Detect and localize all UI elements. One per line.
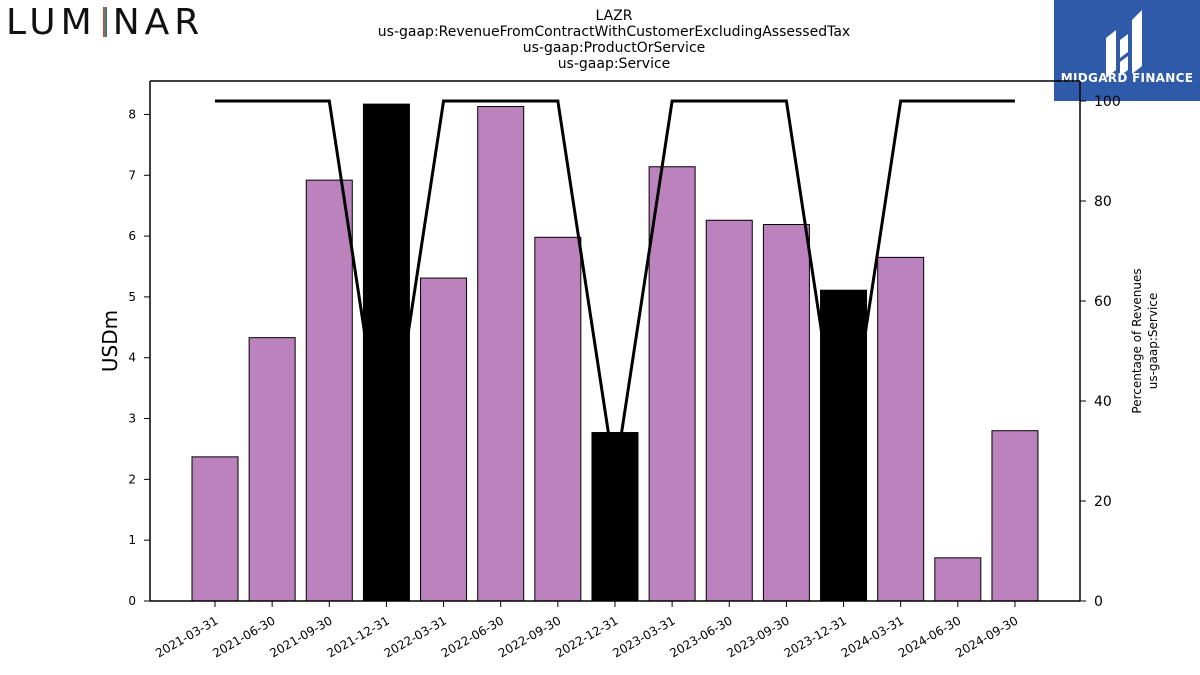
y-tick-label: 1 (128, 533, 136, 547)
x-tick-label: 2021-03-31 (153, 613, 220, 660)
x-tick-label: 2023-12-31 (782, 613, 849, 660)
y2-tick-label: 20 (1094, 494, 1112, 510)
y-tick-label: 4 (128, 351, 136, 365)
y2-tick-label: 0 (1094, 594, 1103, 610)
y-tick-label: 0 (128, 594, 136, 608)
y-tick-label: 3 (128, 412, 136, 426)
luminar-logo-text: LUM NAR (6, 2, 205, 43)
bar (420, 277, 468, 602)
bar (820, 289, 868, 602)
y-tick-label: 8 (128, 107, 136, 121)
y-tick-label: 2 (128, 472, 136, 486)
x-tick-label: 2024-03-31 (839, 613, 906, 660)
chart-title-line: us-gaap:Service (558, 56, 671, 72)
chart-title-line: us-gaap:ProductOrService (523, 40, 706, 56)
bar (877, 256, 925, 602)
percent-series-line (215, 99, 1015, 477)
bar (191, 456, 239, 602)
x-tick-label: 2022-12-31 (553, 613, 620, 660)
y2-axis-label-line: Percentage of Revenues (1130, 268, 1144, 413)
bar (705, 219, 753, 602)
bar (991, 430, 1039, 602)
y2-tick-label: 40 (1094, 394, 1112, 410)
midgard-finance-label: MIDGARD FINANCE (1060, 71, 1194, 85)
x-tick-label: 2023-03-31 (610, 613, 677, 660)
x-tick-label: 2024-06-30 (896, 613, 963, 660)
y2-tick-label: 60 (1094, 294, 1112, 310)
y-tick-label: 7 (128, 168, 136, 182)
y2-axis-label-line: us-gaap:Service (1146, 293, 1160, 390)
midgard-logo-icon (1106, 10, 1142, 78)
x-tick-label: 2024-09-30 (953, 613, 1020, 660)
bar (534, 236, 582, 602)
y2-tick-label: 80 (1094, 194, 1112, 210)
bar (248, 337, 296, 602)
y-tick-label: 5 (128, 290, 136, 304)
bar (305, 179, 353, 602)
x-tick-label: 2022-09-30 (496, 613, 563, 660)
y-axis-label: USDm (98, 310, 122, 372)
y-tick-label: 6 (128, 229, 136, 243)
x-tick-label: 2022-06-30 (439, 613, 506, 660)
bar (648, 166, 696, 602)
bar (477, 106, 525, 602)
chart-title-line: us-gaap:RevenueFromContractWithCustomerE… (378, 24, 850, 40)
x-tick-label: 2021-09-30 (267, 613, 334, 660)
luminar-logo: LUM NAR (6, 2, 204, 43)
x-tick-label: 2022-03-31 (382, 613, 449, 660)
x-tick-label: 2021-06-30 (210, 613, 277, 660)
midgard-finance-badge: MIDGARD FINANCE (1054, 0, 1200, 101)
x-tick-label: 2023-09-30 (724, 613, 791, 660)
luminar-logo-mark (102, 7, 107, 37)
bar (362, 103, 410, 602)
chart-title-line: LAZR (595, 8, 632, 24)
x-tick-label: 2021-12-31 (325, 613, 392, 660)
x-tick-label: 2023-06-30 (667, 613, 734, 660)
y2-tick-label: 100 (1094, 94, 1121, 110)
bar (934, 557, 982, 602)
bar (762, 224, 810, 602)
bar (591, 432, 639, 602)
